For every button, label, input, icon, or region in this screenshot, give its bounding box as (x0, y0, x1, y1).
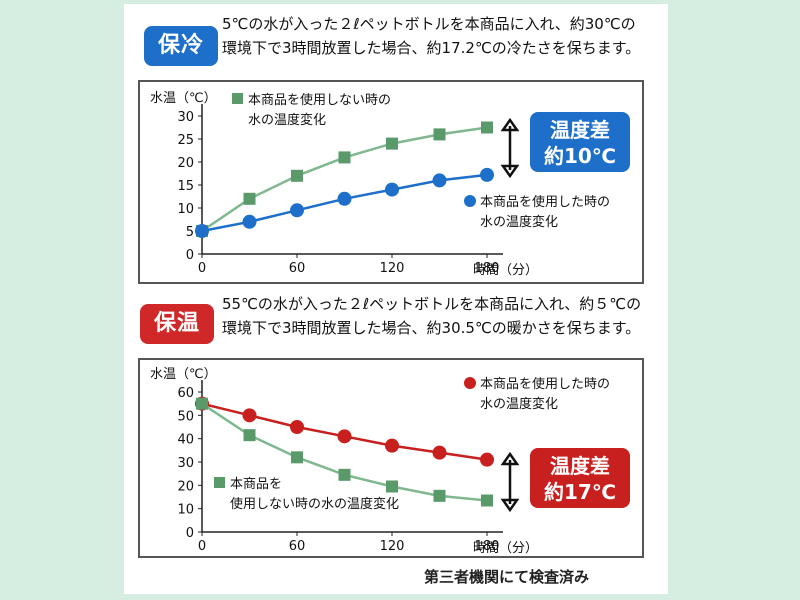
warming-x-tick-label: 180 (475, 539, 500, 554)
warming-x-tick-label: 120 (380, 539, 405, 554)
warming-legend-marker (214, 477, 225, 488)
warming-data-point (196, 397, 208, 410)
cooling-legend-label-line-2: 水の温度変化 (480, 214, 558, 230)
cooling-x-tick-label: 60 (289, 261, 306, 276)
warming-y-axis-label: 水温（℃） (150, 367, 217, 382)
warming-x-tick-label: 0 (198, 539, 206, 554)
warming-y-tick-label: 0 (186, 526, 194, 541)
warming-diff-label-line-1: 温度差 (550, 454, 610, 478)
warming-data-point (385, 438, 399, 453)
cooling-chart: 0 5 10 15 20 25 30 0 60 120 180 水温（℃） 時間（分） 本商品を使用しない… (150, 91, 630, 278)
warming-data-point (338, 468, 351, 481)
warming-y-tick-label: 50 (177, 409, 194, 424)
cooling-data-point (243, 192, 256, 205)
warming-y-tick-label: 20 (177, 479, 194, 494)
warming-data-point (337, 429, 352, 444)
warming-y-tick-label: 10 (177, 503, 194, 518)
warming-diff-box (530, 448, 630, 508)
warming-y-tick-label: 60 (177, 386, 194, 401)
cooling-data-point (195, 224, 209, 238)
warming-y-tick-label: 40 (177, 433, 194, 448)
cooling-data-point (481, 121, 493, 134)
cooling-y-tick-label: 20 (177, 156, 194, 171)
cooling-description: 5℃の水が入った２ℓペットボトルを本商品に入れ、約30℃の 環境下で3時間放置し… (222, 12, 640, 60)
cooling-description-line-1: 5℃の水が入った２ℓペットボトルを本商品に入れ、約30℃の (222, 15, 636, 33)
warming-data-point (290, 420, 304, 434)
cooling-data-point (291, 169, 303, 182)
cooling-diff-arrow-head-up (500, 117, 520, 132)
cooling-data-point (386, 137, 398, 150)
cooling-legend-marker (232, 93, 243, 104)
warming-description-line-1: 55℃の水が入った２ℓペットボトルを本商品に入れ、約５℃の (222, 295, 642, 313)
cooling-y-tick-label: 5 (186, 225, 194, 240)
warming-description-line-2: 環境下で3時間放置した場合、約30.5℃の暖かさを保ちます。 (222, 319, 641, 337)
cooling-legend-label-line-2: 水の温度変化 (248, 112, 326, 128)
warming-y-tick-label: 30 (177, 456, 194, 471)
warming-data-point (433, 489, 446, 502)
cooling-diff-arrow-head-down (500, 164, 520, 179)
cooling-data-point (290, 203, 304, 218)
warming-data-point (386, 480, 398, 493)
warming-legend-label-line-1: 本商品を使用した時の (480, 376, 610, 392)
warming-x-tick-label: 60 (289, 539, 306, 554)
cooling-description-line-2: 環境下で3時間放置した場合、約17.2℃の冷たさを保ちます。 (222, 39, 641, 57)
cooling-diff-box (530, 112, 630, 172)
warming-description: 55℃の水が入った２ℓペットボトルを本商品に入れ、約５℃の 環境下で3時間放置し… (222, 292, 641, 340)
warming-legend-marker (464, 377, 476, 389)
warming-data-point (480, 452, 494, 467)
warming-legend-label-line-1: 本商品を (230, 477, 282, 492)
cooling-badge: 保冷 (144, 26, 218, 66)
warming-data-point (242, 408, 257, 423)
cooling-x-tick-label: 180 (475, 261, 500, 276)
cooling-data-point (433, 128, 446, 141)
warming-data-point (481, 494, 493, 507)
warming-x-axis-label: 時間（分） (473, 541, 538, 556)
cooling-x-axis-label: 時間（分） (473, 263, 538, 278)
cooling-y-tick-label: 10 (177, 202, 194, 217)
cooling-data-point (242, 214, 257, 229)
cooling-chart-panel: 0 5 10 15 20 25 30 0 60 120 180 水温（℃） 時間（分） 本商品を使用しない… (138, 80, 644, 284)
warming-chart: 0 10 20 30 40 50 60 0 60 120 180 水温（℃） 時間（分） 本商品を使用した… (150, 367, 630, 556)
cooling-data-point (338, 151, 351, 164)
cooling-y-tick-label: 15 (177, 179, 194, 194)
warming-badge: 保温 (140, 304, 214, 344)
cooling-y-tick-label: 30 (177, 110, 194, 125)
cooling-legend-marker (464, 195, 476, 207)
warming-legend-label-line-2: 使用しない時の水の温度変化 (230, 496, 399, 512)
cooling-diff-label-line-2: 約10℃ (544, 144, 616, 168)
cooling-x-tick-label: 120 (380, 261, 405, 276)
cooling-data-point (432, 173, 447, 188)
cooling-x-tick-label: 0 (198, 261, 206, 276)
warming-diff-label-line-2: 約17℃ (544, 480, 616, 504)
cooling-legend-label-line-1: 本商品を使用した時の (480, 194, 610, 210)
warming-chart-panel: 0 10 20 30 40 50 60 0 60 120 180 水温（℃） 時間（分） 本商品を使用した… (138, 358, 644, 558)
cooling-diff-label-line-1: 温度差 (550, 118, 610, 142)
cooling-y-tick-label: 0 (186, 248, 194, 263)
warming-diff-arrow-head-down (500, 498, 520, 513)
warming-data-point (432, 445, 447, 460)
warming-legend-label-line-2: 水の温度変化 (480, 396, 558, 412)
cooling-y-axis-label: 水温（℃） (150, 91, 217, 106)
footer-note: 第三者機関にて検査済み (424, 568, 590, 586)
cooling-data-point (385, 182, 399, 197)
warming-data-point (243, 429, 256, 442)
cooling-legend-label-line-1: 本商品を使用しない時の (248, 92, 391, 108)
cooling-data-point (480, 167, 494, 182)
warming-data-point (291, 451, 303, 464)
warming-diff-arrow-head-up (500, 451, 520, 466)
cooling-data-point (337, 191, 352, 206)
cooling-y-tick-label: 25 (177, 133, 194, 148)
